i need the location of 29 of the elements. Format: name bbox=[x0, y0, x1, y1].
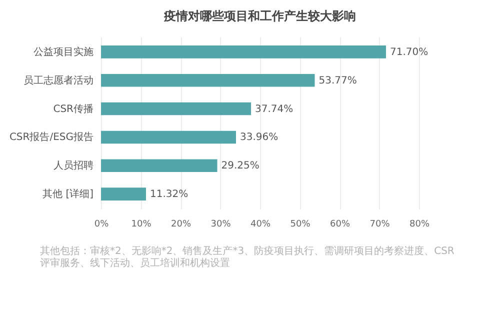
x-tick-label: 40% bbox=[250, 220, 271, 230]
bar bbox=[101, 102, 252, 116]
text: 其他包括：审核*2、无影响*2、销售及生产*3、防疫项目执行、需调研项目的考察进度、CSR评审服务、线下活动、员工培训和机构设置 bbox=[40, 246, 456, 270]
y-tick-label: 员工志愿者活动 bbox=[24, 74, 94, 86]
bar bbox=[101, 188, 146, 200]
data-label: 37.74% bbox=[255, 104, 294, 115]
x-tick-label: 30% bbox=[210, 220, 232, 230]
y-tick-label: 公益项目实施 bbox=[34, 46, 94, 58]
bar bbox=[101, 46, 386, 58]
x-tick-label: 20% bbox=[170, 220, 192, 230]
x-tick-label: 70% bbox=[370, 220, 390, 230]
y-tick-label: 其他 [详细] bbox=[42, 188, 94, 200]
bar bbox=[101, 130, 236, 144]
bar bbox=[101, 74, 315, 87]
y-tick-label: 人员招聘 bbox=[54, 160, 94, 172]
data-label: 71.70% bbox=[390, 46, 428, 58]
data-label: 33.96% bbox=[240, 132, 278, 144]
x-tick-label: 80% bbox=[409, 220, 430, 230]
x-tick-label: 10% bbox=[131, 220, 152, 230]
data-label: 11.32% bbox=[150, 189, 188, 200]
data-label: 53.77% bbox=[318, 75, 357, 86]
y-tick-label: CSR报告/ESG报告 bbox=[9, 131, 94, 144]
x-tick-label: 0% bbox=[94, 220, 110, 230]
y-tick-label: CSR传播 bbox=[53, 102, 94, 115]
x-tick-label: 60% bbox=[330, 220, 350, 230]
chart-title: 疫情对哪些项目和工作产生较大影响 bbox=[163, 9, 356, 23]
x-tick-label: 50% bbox=[290, 220, 311, 230]
data-label: 29.25% bbox=[221, 160, 260, 172]
bar bbox=[101, 159, 218, 172]
